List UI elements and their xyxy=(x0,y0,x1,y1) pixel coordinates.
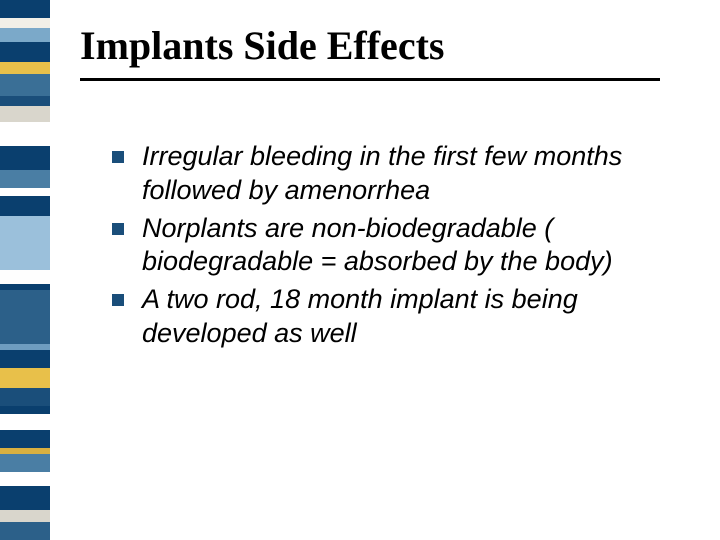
stripe xyxy=(0,0,50,18)
stripe xyxy=(0,18,50,28)
stripe xyxy=(0,62,50,74)
stripe xyxy=(0,368,50,388)
stripe xyxy=(0,522,50,540)
stripe xyxy=(0,270,50,284)
stripe xyxy=(0,196,50,216)
slide-title: Implants Side Effects xyxy=(80,22,444,69)
stripe xyxy=(0,350,50,368)
stripe xyxy=(0,486,50,510)
stripe xyxy=(0,510,50,522)
stripe xyxy=(0,96,50,106)
stripe xyxy=(0,406,50,414)
stripe xyxy=(0,216,50,270)
stripe xyxy=(0,454,50,472)
bullet-text: Irregular bleeding in the first few mont… xyxy=(142,140,682,208)
stripe xyxy=(0,188,50,196)
decorative-sidebar xyxy=(0,0,50,540)
stripe xyxy=(0,430,50,448)
title-underline xyxy=(80,78,660,81)
bullet-list: Irregular bleeding in the first few mont… xyxy=(112,140,682,355)
bullet-square-icon xyxy=(112,151,124,163)
stripe xyxy=(0,290,50,344)
bullet-square-icon xyxy=(112,223,124,235)
stripe xyxy=(0,74,50,96)
stripe xyxy=(0,106,50,122)
stripe xyxy=(0,472,50,486)
stripe xyxy=(0,388,50,406)
bullet-square-icon xyxy=(112,294,124,306)
list-item: Irregular bleeding in the first few mont… xyxy=(112,140,682,208)
stripe xyxy=(0,146,50,170)
bullet-text: Norplants are non-biodegradable ( biodeg… xyxy=(142,212,682,280)
list-item: Norplants are non-biodegradable ( biodeg… xyxy=(112,212,682,280)
stripe xyxy=(0,122,50,146)
list-item: A two rod, 18 month implant is being dev… xyxy=(112,283,682,351)
stripe xyxy=(0,42,50,62)
stripe xyxy=(0,28,50,42)
stripe xyxy=(0,170,50,188)
bullet-text: A two rod, 18 month implant is being dev… xyxy=(142,283,682,351)
stripe xyxy=(0,414,50,430)
